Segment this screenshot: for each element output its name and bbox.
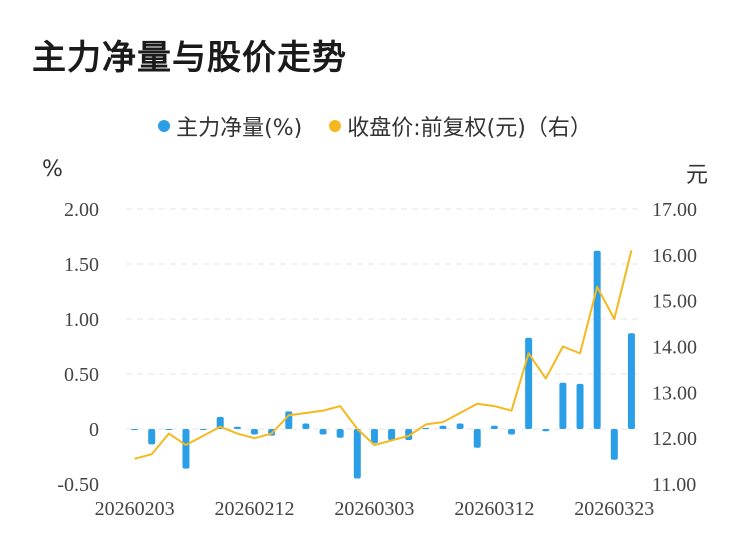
- y-right-tick-label: 15.00: [652, 291, 697, 313]
- y-left-tick-label: 1.00: [64, 309, 99, 331]
- legend-dot-orange: [329, 120, 342, 132]
- bar: [559, 382, 567, 429]
- bar: [456, 423, 464, 429]
- bar: [165, 429, 173, 430]
- bar: [627, 333, 635, 429]
- y-right-tick-label: 13.00: [652, 382, 697, 404]
- legend: 主力净量(%) 收盘价:前复权(元)（右）: [0, 110, 750, 142]
- x-tick-label: 20260323: [574, 498, 654, 520]
- y-right-tick-label: 17.00: [652, 199, 697, 221]
- bar: [370, 429, 378, 444]
- bar: [422, 427, 430, 429]
- y-right-tick-label: 12.00: [652, 428, 697, 450]
- right-axis-unit: 元: [685, 163, 708, 188]
- legend-label-main-net: 主力净量(%): [176, 116, 303, 141]
- left-axis-unit: %: [42, 157, 63, 182]
- bar: [336, 429, 344, 438]
- y-right-tick-label: 14.00: [652, 337, 697, 359]
- x-tick-label: 20260312: [454, 498, 534, 520]
- bar: [319, 429, 327, 435]
- y-left-tick-label: 0.50: [64, 364, 99, 386]
- legend-dot-blue: [158, 120, 171, 132]
- y-left-tick-label: -0.50: [57, 474, 99, 496]
- y-left-tick-label: 1.50: [64, 254, 99, 276]
- bar: [353, 429, 361, 479]
- bar: [148, 429, 156, 445]
- bar: [610, 429, 618, 460]
- bar: [473, 429, 481, 448]
- bar: [388, 429, 396, 440]
- bar: [182, 429, 190, 469]
- bar: [251, 429, 258, 435]
- bar: [216, 416, 224, 429]
- x-tick-label: 20260212: [215, 498, 295, 520]
- bar: [439, 425, 447, 429]
- y-left-tick-label: 0: [89, 419, 99, 441]
- chart-title: 主力净量与股价走势: [32, 38, 347, 78]
- bar: [508, 429, 515, 435]
- y-left-tick-label: 2.00: [64, 199, 99, 221]
- y-right-tick-label: 16.00: [652, 245, 697, 267]
- legend-label-close-price: 收盘价:前复权(元)（右）: [347, 116, 592, 141]
- bar: [233, 426, 241, 429]
- bar: [542, 429, 550, 432]
- legend-item-close-price[interactable]: 收盘价:前复权(元)（右）: [329, 110, 592, 142]
- x-tick-label: 20260203: [95, 498, 175, 520]
- bar: [302, 423, 310, 429]
- price-line: [134, 250, 633, 460]
- x-tick-label: 20260303: [334, 498, 414, 520]
- y-right-tick-label: 11.00: [652, 474, 696, 496]
- legend-item-main-net[interactable]: 主力净量(%): [158, 110, 302, 142]
- bar: [576, 383, 584, 429]
- bar: [490, 425, 498, 429]
- bar: [593, 250, 601, 429]
- bar: [199, 429, 207, 430]
- bar: [131, 429, 139, 431]
- bar: [525, 337, 533, 429]
